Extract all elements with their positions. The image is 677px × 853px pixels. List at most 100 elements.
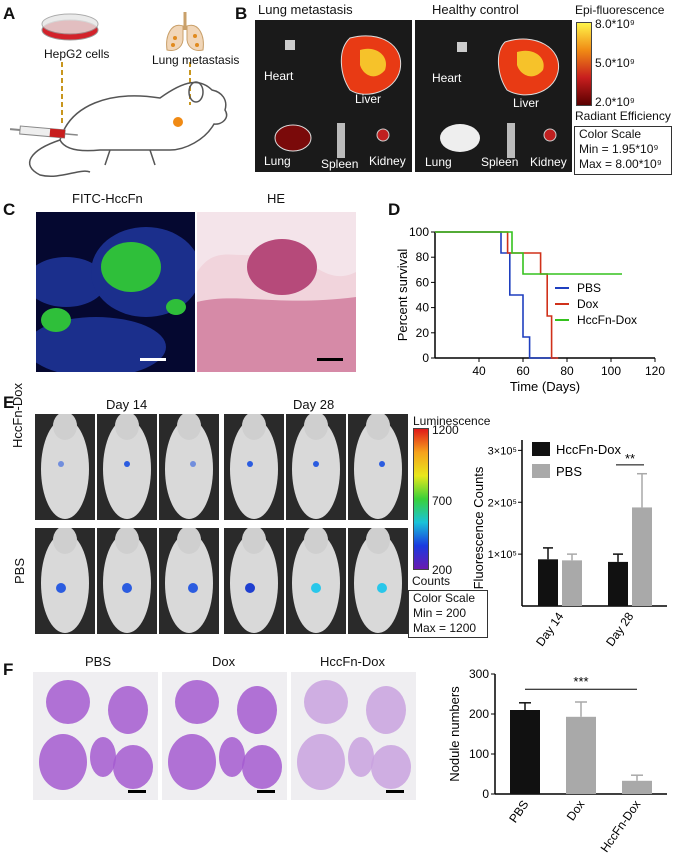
mouse-image-tile xyxy=(97,528,157,634)
lung-section-tile xyxy=(162,672,287,800)
f-x-tick-label: HccFn-Dox xyxy=(598,798,644,853)
lung-metastasis-label: Lung metastasis xyxy=(152,53,240,67)
f-title-pbs: PBS xyxy=(85,654,112,669)
fitc-microscopy-image xyxy=(26,212,201,377)
organ-label-lung-right: Lung xyxy=(425,155,452,169)
mouse-injection-schematic xyxy=(9,12,228,177)
mouse-image-tile xyxy=(35,414,95,520)
mouse-image-tile xyxy=(159,414,219,520)
mouse-image-tile xyxy=(348,414,408,520)
d-x-axis-label: Time (Days) xyxy=(510,379,580,394)
e-legend-label: HccFn-Dox xyxy=(556,442,622,457)
mouse-image-tile xyxy=(348,528,408,634)
b-color-scale-title: Color Scale xyxy=(579,127,642,141)
lum-tick-min: 200 xyxy=(432,563,453,577)
he-histology-image xyxy=(197,212,356,372)
hepg2-label: HepG2 cells xyxy=(44,47,110,61)
lung-section-tile xyxy=(33,672,158,800)
d-legend-label: HccFn-Dox xyxy=(577,313,637,327)
organ-label-kidney-left: Kidney xyxy=(369,154,406,168)
d-x-tick-label: 60 xyxy=(516,364,530,378)
organ-label-heart-left: Heart xyxy=(264,69,294,83)
c-title-he: HE xyxy=(267,191,286,206)
organ-label-spleen-left: Spleen xyxy=(321,157,359,171)
e-y-tick-label: 1×10⁵ xyxy=(488,549,517,561)
e-y-tick-label: 2×10⁵ xyxy=(488,497,517,509)
d-y-tick-label: 20 xyxy=(416,326,430,340)
d-y-tick-label: 0 xyxy=(422,351,429,365)
organ-label-kidney-right: Kidney xyxy=(530,155,567,169)
epi-fluorescence-title: Epi-fluorescence xyxy=(575,3,665,17)
e-row-hccfn-dox: HccFn-Dox xyxy=(10,382,25,448)
c-title-fitc: FITC-HccFn xyxy=(72,191,143,206)
lung-nodule-images xyxy=(33,672,416,800)
panel-c-letter: C xyxy=(3,200,16,219)
f-sig-marker: *** xyxy=(573,674,588,689)
b-scale-tick-min: 2.0*10⁹ xyxy=(595,95,635,109)
e-day28-title: Day 28 xyxy=(293,397,335,412)
d-legend-label: Dox xyxy=(577,297,598,311)
f-y-tick-label: 100 xyxy=(469,747,489,761)
f-title-hccfn-dox: HccFn-Dox xyxy=(320,654,386,669)
d-legend-label: PBS xyxy=(577,281,601,295)
e-sig-marker: ** xyxy=(625,451,635,466)
f-x-tick-label: PBS xyxy=(506,798,531,826)
mouse-image-tile xyxy=(286,414,346,520)
e-day14-title: Day 14 xyxy=(106,397,148,412)
radiant-efficiency-label: Radiant Efficiency xyxy=(575,109,671,123)
mouse-image-tile xyxy=(224,414,284,520)
e-legend-label: PBS xyxy=(556,464,582,479)
e-bar xyxy=(632,507,652,606)
b-scale-tick-mid: 5.0*10⁹ xyxy=(595,56,635,70)
lung-section-tile xyxy=(291,672,416,800)
d-y-tick-label: 40 xyxy=(416,301,430,315)
e-color-scale-box: Color Scale Min = 200 Max = 1200 xyxy=(408,590,488,638)
panel-f-letter: F xyxy=(3,660,14,679)
d-y-tick-label: 80 xyxy=(416,250,430,264)
f-title-dox: Dox xyxy=(212,654,236,669)
luminescence-colorbar xyxy=(413,428,429,570)
d-series-line xyxy=(435,231,622,275)
mouse-image-tile xyxy=(286,528,346,634)
d-series-line xyxy=(435,231,556,359)
organ-label-liver-right: Liver xyxy=(513,96,540,110)
mouse-image-tile xyxy=(35,528,95,634)
panel-e-letter: E xyxy=(3,393,15,412)
lung-metastasis-organ-image xyxy=(255,20,412,172)
d-y-axis-label: Percent survival xyxy=(395,249,410,342)
d-x-tick-label: 40 xyxy=(472,364,486,378)
mouse-image-tile xyxy=(159,528,219,634)
organ-label-spleen-right: Spleen xyxy=(481,155,519,169)
e-bar xyxy=(562,560,582,606)
e-legend-swatch xyxy=(532,442,550,456)
lum-tick-max: 1200 xyxy=(432,423,459,437)
survival-chart: 0 20 40 60 80 100 40 60 80 100 120 Time (Days) Perce… xyxy=(395,225,665,394)
e-bar xyxy=(608,561,628,606)
e-color-scale-min: Min = 200 xyxy=(413,606,467,620)
b-color-scale-min: Min = 1.95*10⁹ xyxy=(579,142,659,156)
mouse-image-tile xyxy=(224,528,284,634)
d-y-tick-label: 100 xyxy=(409,225,429,239)
b-title-right: Healthy control xyxy=(432,2,519,17)
f-bar xyxy=(510,710,540,794)
lum-tick-mid: 700 xyxy=(432,494,453,508)
e-legend-swatch xyxy=(532,464,550,478)
d-x-tick-label: 80 xyxy=(560,364,574,378)
e-color-scale-max: Max = 1200 xyxy=(413,621,477,635)
panel-a-letter: A xyxy=(3,4,16,23)
d-x-tick-label: 100 xyxy=(601,364,621,378)
e-color-scale-title: Color Scale xyxy=(413,591,476,605)
e-x-tick-label: Day 28 xyxy=(603,609,636,648)
e-bar xyxy=(538,559,558,606)
f-y-tick-label: 0 xyxy=(482,787,489,801)
d-y-tick-label: 60 xyxy=(416,275,430,289)
healthy-control-organ-image xyxy=(415,20,572,172)
f-y-axis-label: Nodule numbers xyxy=(447,686,462,782)
f-x-tick-label: Dox xyxy=(564,798,588,824)
organ-label-liver-left: Liver xyxy=(355,92,382,106)
e-row-pbs: PBS xyxy=(12,557,27,584)
f-bar xyxy=(566,716,596,794)
nodule-bar-chart: 0 100 200 300 Nodule numbers PBS Dox HccFn-Dox *… xyxy=(447,667,667,853)
lungs-icon xyxy=(166,12,204,51)
